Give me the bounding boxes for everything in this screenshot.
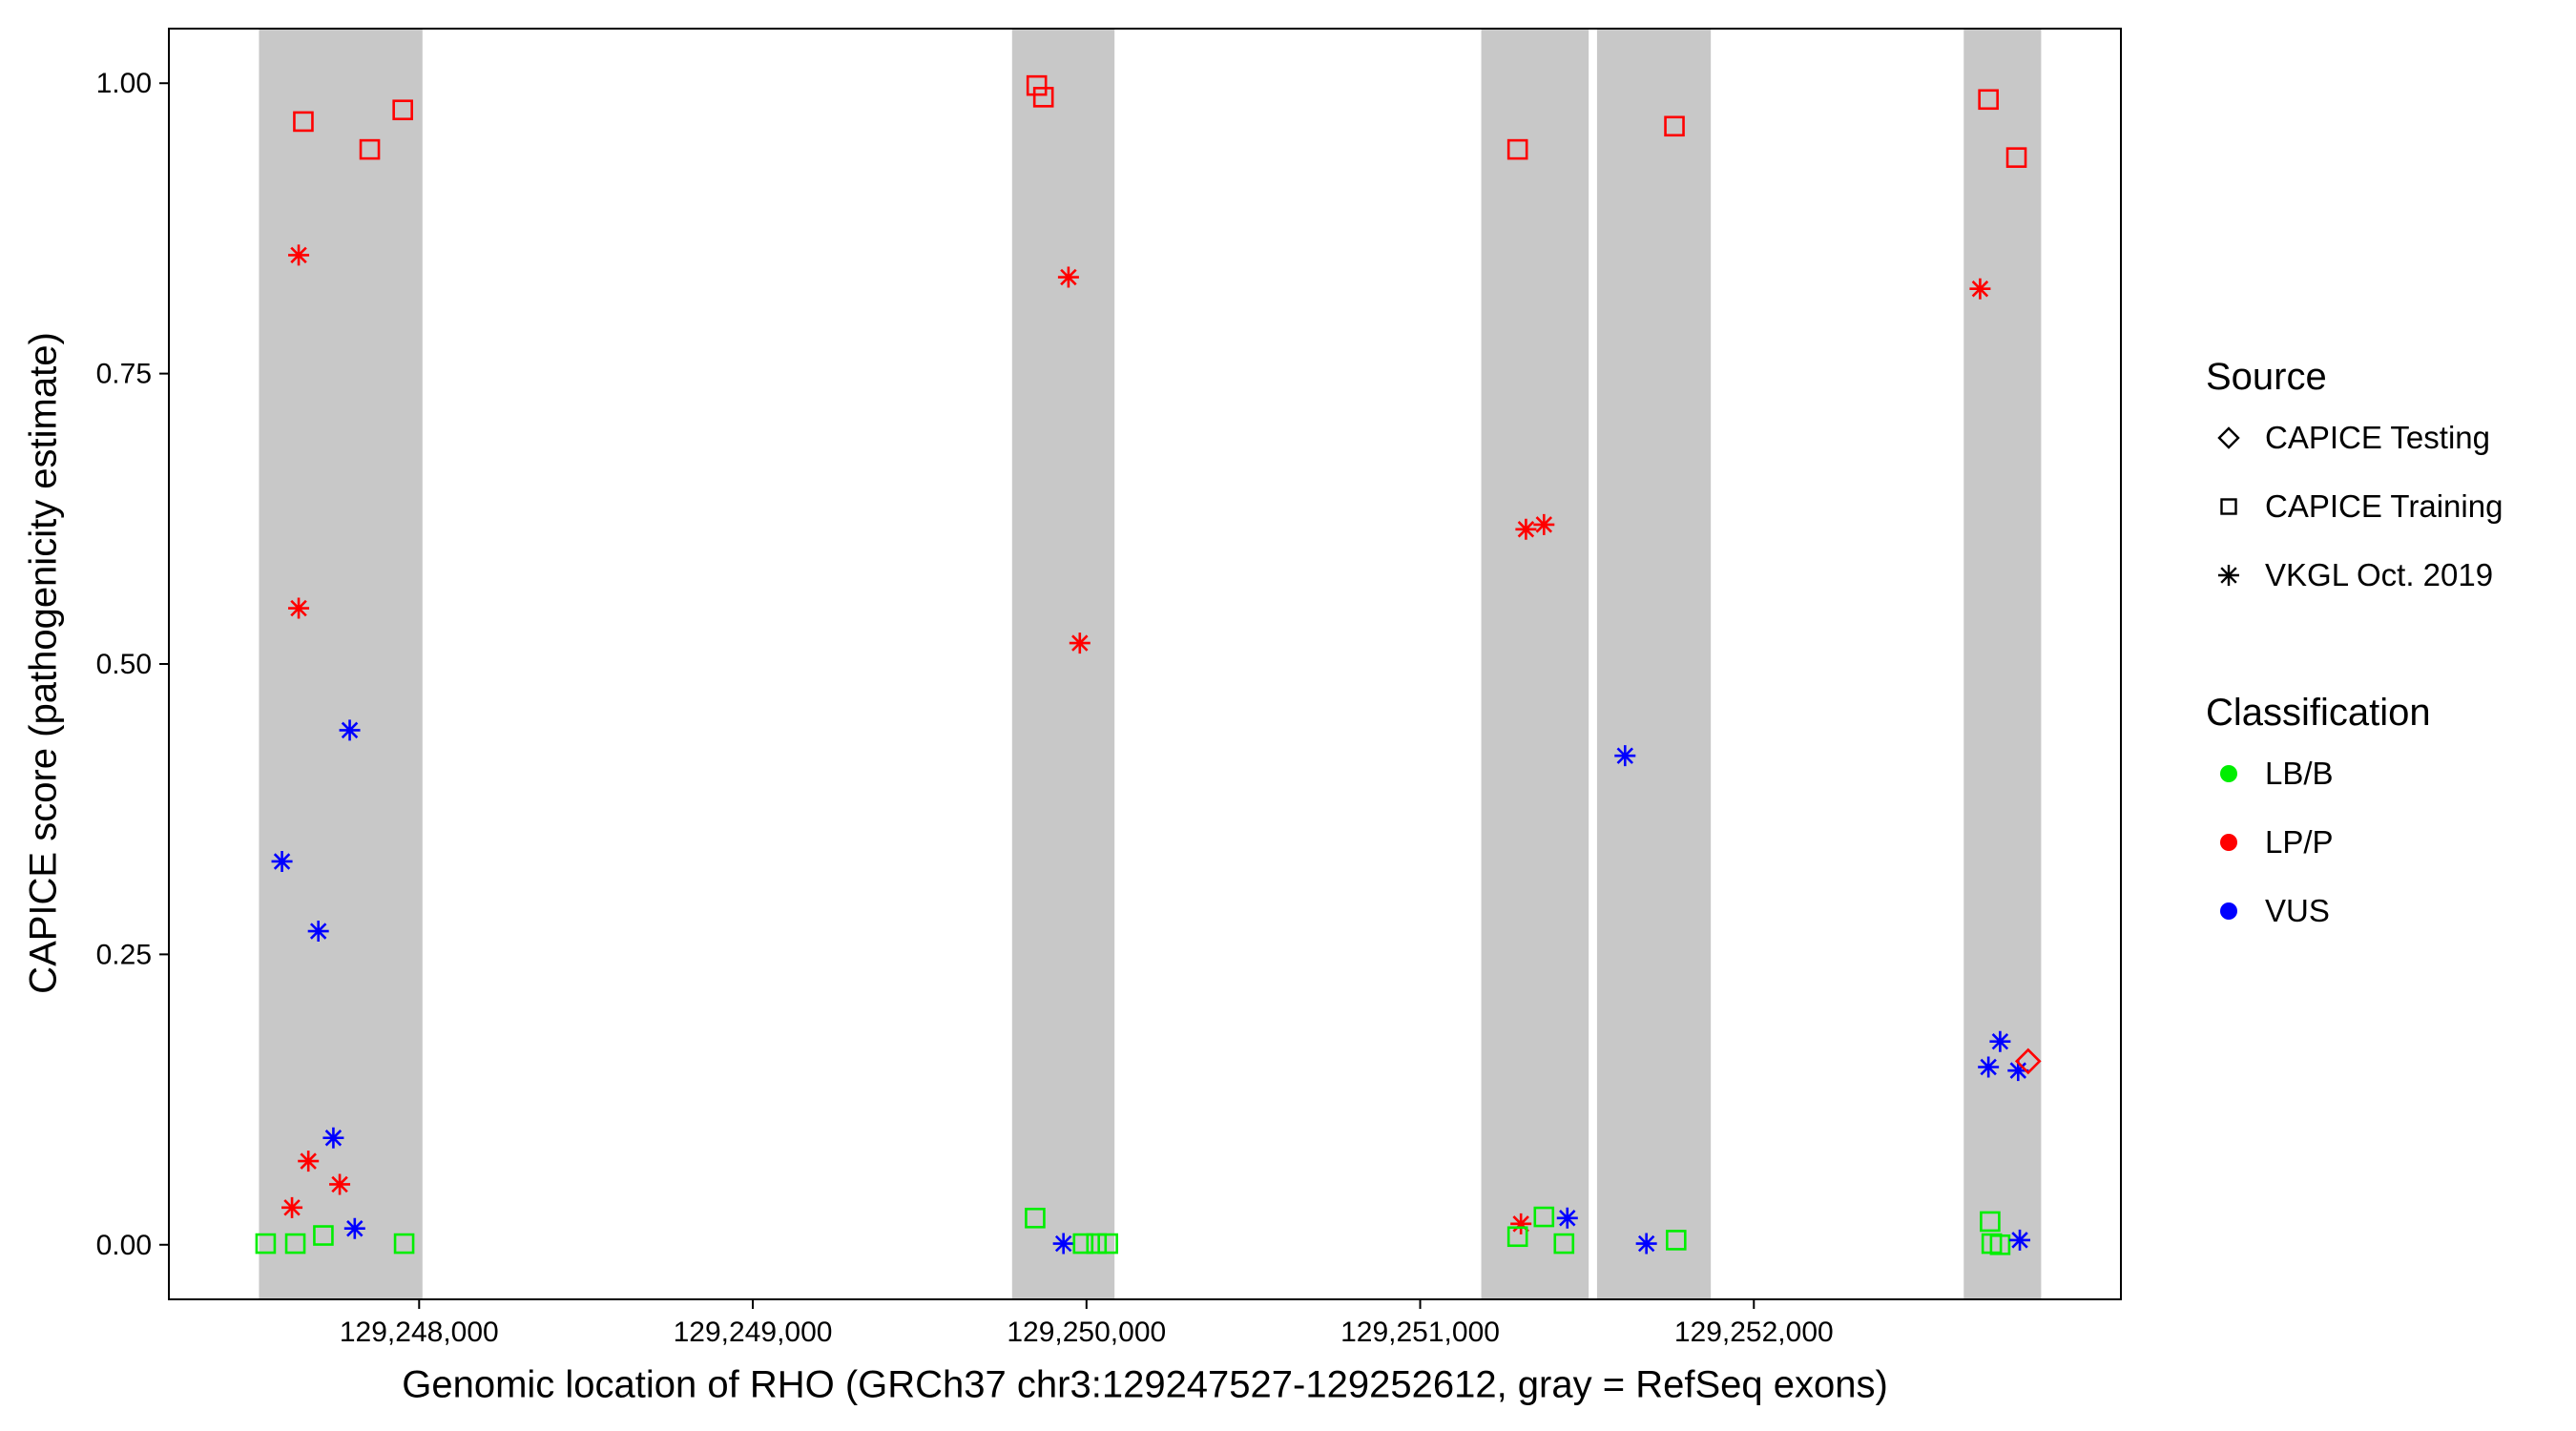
legend-item-capice-testing: CAPICE Testing	[2206, 404, 2503, 472]
lbb-dot-icon	[2206, 753, 2252, 795]
data-point-asterisk	[1969, 278, 1991, 300]
legend-item-vus: VUS	[2206, 877, 2503, 945]
data-point-square	[293, 111, 314, 133]
data-point-square	[1026, 74, 1048, 96]
data-point-diamond	[2014, 1047, 2042, 1075]
data-point-asterisk	[298, 1151, 320, 1172]
legend: Source CAPICE Testing CAPICE Training	[2206, 350, 2503, 945]
data-point-asterisk	[1052, 1233, 1074, 1255]
data-point-asterisk	[1556, 1207, 1578, 1229]
x-axis-title: Genomic location of RHO (GRCh37 chr3:129…	[402, 1363, 1888, 1406]
data-point-asterisk	[1533, 513, 1555, 535]
data-point-square	[1097, 1233, 1118, 1255]
y-tick-label: 0.25	[96, 939, 152, 970]
y-tick-label: 0.50	[96, 649, 152, 680]
exon-band	[259, 29, 423, 1299]
legend-item-capice-training: CAPICE Training	[2206, 472, 2503, 541]
data-point-asterisk	[2009, 1229, 2031, 1251]
data-point-square	[2005, 147, 2027, 168]
y-axis-title: CAPICE score (pathogenicity estimate)	[22, 332, 65, 994]
data-point-asterisk	[1515, 518, 1537, 540]
data-point-square	[1980, 1211, 2001, 1233]
legend-source-title: Source	[2206, 355, 2327, 398]
capice-testing-diamond-icon	[2206, 417, 2252, 459]
data-point-asterisk	[343, 1217, 365, 1239]
data-point-square	[1989, 1234, 2011, 1255]
capice-training-square-icon	[2206, 486, 2252, 528]
legend-item-lpp: LP/P	[2206, 808, 2503, 877]
data-point-asterisk	[288, 244, 310, 266]
y-tick-label: 0.00	[96, 1230, 152, 1261]
data-point-asterisk	[1614, 745, 1636, 767]
vkgl-asterisk-icon	[2206, 554, 2252, 596]
data-point-asterisk	[1978, 1056, 2000, 1078]
data-point-square	[1978, 89, 1999, 111]
y-tick-label: 0.75	[96, 359, 152, 390]
data-point-square	[359, 138, 381, 160]
data-point-asterisk	[288, 597, 310, 619]
data-point-square	[1506, 138, 1528, 160]
data-point-asterisk	[1069, 633, 1091, 654]
legend-label: LB/B	[2265, 756, 2334, 791]
legend-label: VUS	[2265, 893, 2330, 928]
lpp-dot-icon	[2206, 821, 2252, 863]
legend-item-vkgl: VKGL Oct. 2019	[2206, 541, 2503, 610]
data-point-asterisk	[2007, 1060, 2029, 1082]
legend-label: VKGL Oct. 2019	[2265, 557, 2494, 592]
legend-label: CAPICE Testing	[2265, 420, 2490, 455]
y-tick-label: 1.00	[96, 68, 152, 99]
data-point-square	[1553, 1233, 1575, 1255]
data-point-asterisk	[1989, 1030, 2011, 1052]
legend-group-source: Source CAPICE Testing CAPICE Training	[2206, 350, 2503, 610]
data-point-square	[1025, 1207, 1046, 1229]
exon-band	[1963, 29, 2042, 1299]
data-point-square	[1086, 1233, 1108, 1255]
panel-border	[168, 28, 2122, 1300]
data-point-square	[1072, 1233, 1094, 1255]
x-tick-label: 129,252,000	[1674, 1317, 1834, 1348]
legend-classification-title: Classification	[2206, 691, 2431, 734]
exon-band	[1011, 29, 1115, 1299]
data-point-asterisk	[1510, 1213, 1532, 1234]
data-point-square	[1506, 1226, 1528, 1248]
data-point-asterisk	[329, 1173, 351, 1195]
data-point-asterisk	[281, 1196, 303, 1218]
data-point-square	[255, 1233, 277, 1255]
x-tick-label: 129,248,000	[340, 1317, 499, 1348]
vus-dot-icon	[2206, 890, 2252, 932]
data-point-square	[313, 1225, 334, 1246]
data-point-square	[1664, 115, 1685, 137]
data-point-square	[393, 1233, 415, 1255]
x-tick-label: 129,250,000	[1007, 1317, 1166, 1348]
exon-band	[1596, 29, 1712, 1299]
data-point-asterisk	[322, 1127, 344, 1149]
legend-label: LP/P	[2265, 824, 2334, 860]
legend-group-classification: Classification LB/B LP/P	[2206, 686, 2503, 945]
data-point-square	[1533, 1206, 1555, 1228]
data-point-square	[1032, 87, 1054, 108]
data-point-square	[1665, 1230, 1687, 1251]
data-point-asterisk	[307, 921, 329, 943]
data-point-asterisk	[271, 850, 293, 872]
data-point-square	[284, 1233, 306, 1255]
data-point-asterisk	[1635, 1233, 1657, 1255]
legend-item-lbb: LB/B	[2206, 739, 2503, 808]
exon-band	[1481, 29, 1589, 1299]
data-point-square	[392, 99, 413, 121]
data-point-asterisk	[339, 719, 361, 741]
x-tick-label: 129,251,000	[1340, 1317, 1500, 1348]
x-tick-label: 129,249,000	[674, 1317, 833, 1348]
legend-label: CAPICE Training	[2265, 488, 2503, 524]
data-point-asterisk	[1057, 266, 1079, 288]
